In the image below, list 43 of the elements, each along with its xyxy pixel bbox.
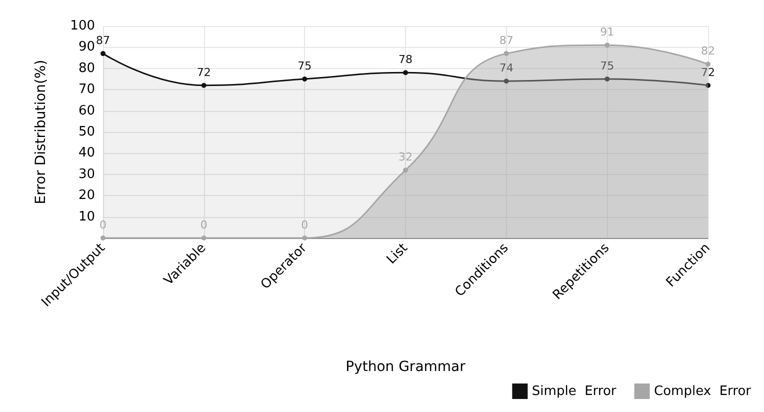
data-label: 75 <box>600 60 614 72</box>
data-label: 78 <box>398 53 412 66</box>
point <box>201 236 206 240</box>
y-tick-label: 90 <box>78 40 95 55</box>
y-tick-label: 60 <box>78 103 95 118</box>
point <box>201 82 206 88</box>
point <box>706 82 710 88</box>
data-label: 72 <box>196 66 211 79</box>
point <box>100 236 106 240</box>
data-label: 74 <box>499 62 514 75</box>
point <box>706 62 710 67</box>
point <box>504 51 509 56</box>
point <box>100 51 106 56</box>
point <box>403 168 408 173</box>
data-label: 82 <box>701 44 715 58</box>
y-tick-label: 10 <box>78 209 95 224</box>
data-label: 87 <box>499 34 514 48</box>
point <box>403 70 408 76</box>
data-label: 0 <box>200 218 208 232</box>
y-axis-title: Error Distribution(%) <box>33 60 49 204</box>
y-tick-label: 70 <box>78 82 95 98</box>
point <box>302 76 308 82</box>
x-tick-label: List <box>384 240 411 268</box>
point <box>604 42 610 48</box>
data-label: 75 <box>298 60 312 72</box>
y-tick-label: 30 <box>78 166 95 182</box>
y-tick-label: 40 <box>78 146 95 161</box>
legend-label: Simple Error <box>532 384 617 399</box>
y-tick-label: 20 <box>78 188 95 204</box>
point <box>504 78 509 84</box>
y-tick-label: 100 <box>70 18 95 34</box>
data-label: 0 <box>301 218 308 232</box>
data-label: 87 <box>96 34 110 48</box>
point <box>604 76 610 82</box>
y-tick-label: 80 <box>78 60 95 76</box>
data-label: 72 <box>701 66 715 79</box>
data-label: 0 <box>100 218 106 232</box>
x-axis-title: Python Grammar <box>346 359 466 375</box>
y-tick-label: 50 <box>78 124 95 140</box>
data-label: 32 <box>398 150 412 164</box>
legend-label: Complex Error <box>654 384 752 399</box>
point <box>302 236 308 240</box>
data-label: 91 <box>600 26 614 39</box>
